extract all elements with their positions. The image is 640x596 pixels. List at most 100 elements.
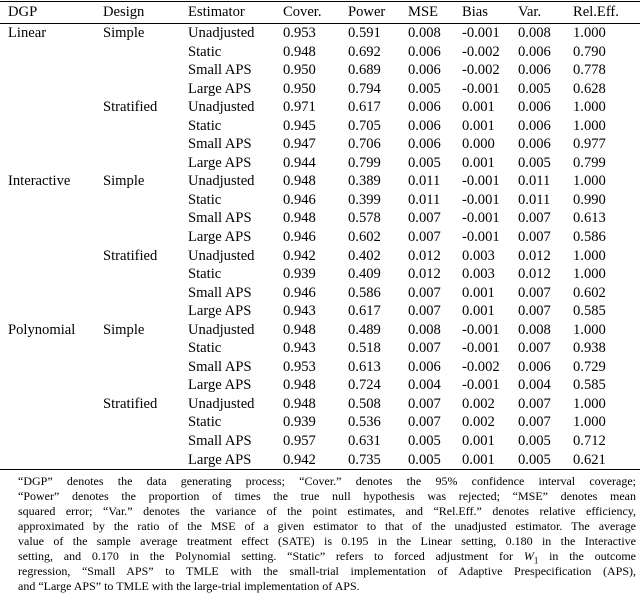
table-row: Large APS 0.942 0.735 0.005 0.001 0.005 0.621 [0, 451, 640, 470]
table-cell: 0.953 [283, 358, 316, 375]
table-cell: 0.942 [283, 451, 316, 468]
table-cell [0, 302, 103, 321]
table-cell: Simple [103, 25, 145, 41]
table-cell: 0.001 [462, 284, 495, 301]
table-cell: 0.007 [408, 414, 441, 431]
table-cell [103, 80, 188, 99]
table-row: Static 0.939 0.536 0.007 0.002 0.007 1.000 [0, 413, 640, 432]
table-cell: 0.692 [348, 43, 381, 60]
table-cell: -0.002 [462, 358, 500, 375]
table-cell: 0.943 [283, 340, 316, 357]
table-cell: 0.005 [518, 154, 551, 171]
table-row: Stratified Unadjusted 0.942 0.402 0.012 0.003… [0, 247, 640, 266]
table-cell: Unadjusted [188, 25, 255, 41]
table-cell: 0.007 [518, 284, 551, 301]
table-cell: 0.578 [348, 210, 381, 227]
table-cell: 0.012 [408, 266, 441, 283]
table-cell: 1.000 [573, 25, 606, 41]
table-cell [103, 61, 188, 80]
table-cell: Polynomial [8, 321, 76, 338]
table-cell: 1.000 [573, 247, 606, 264]
table-cell: 0.005 [408, 451, 441, 468]
table-cell [0, 43, 103, 62]
table-cell: 0.799 [348, 154, 381, 171]
table-cell: 0.012 [518, 247, 551, 264]
table-cell: 0.790 [573, 43, 606, 60]
column-header-var: Var. [518, 1, 573, 24]
table-cell [103, 432, 188, 451]
table-cell: 0.948 [283, 210, 316, 227]
table-cell: Static [188, 340, 222, 357]
table-cell: 0.007 [518, 395, 551, 412]
table-row: Small APS 0.953 0.613 0.006 -0.002 0.006 0.729 [0, 358, 640, 377]
table-cell: 0.942 [283, 247, 316, 264]
table-cell: 0.948 [283, 377, 316, 394]
table-cell: 0.729 [573, 358, 606, 375]
table-row: Small APS 0.950 0.689 0.006 -0.002 0.006 0.778 [0, 61, 640, 80]
table-cell: Small APS [188, 62, 252, 79]
table-cell: 0.006 [518, 136, 551, 153]
table-cell: -0.002 [462, 62, 500, 79]
table-cell: Large APS [188, 154, 252, 171]
table-row: Large APS 0.943 0.617 0.007 0.001 0.007 0.585 [0, 302, 640, 321]
table-cell [103, 358, 188, 377]
table-cell: 0.001 [462, 451, 495, 468]
table-cell: 0.778 [573, 62, 606, 79]
column-header-dgp: DGP [0, 1, 103, 24]
footnote-line-6-text-end: in the outcome [538, 549, 636, 564]
table-cell: 0.939 [283, 266, 316, 283]
table-cell [0, 265, 103, 284]
table-cell [103, 228, 188, 247]
table-cell: 0.953 [283, 25, 316, 41]
table-row: Static 0.945 0.705 0.006 0.001 0.006 1.000 [0, 117, 640, 136]
table-cell: 0.011 [408, 173, 441, 190]
table-cell [103, 451, 188, 470]
table-cell: 0.006 [518, 99, 551, 116]
table-row: Polynomial Simple Unadjusted 0.948 0.489 0.00… [0, 321, 640, 340]
table-cell: -0.001 [462, 377, 500, 394]
table-cell: 0.007 [408, 229, 441, 246]
table-cell: 0.007 [408, 303, 441, 320]
math-w-variable: W [523, 549, 534, 564]
table-cell: 0.007 [408, 210, 441, 227]
simulation-results-table: DGP Design Estimator Cover. Power MSE Bi… [0, 1, 640, 471]
table-cell: Large APS [188, 451, 252, 468]
table-cell: 0.946 [283, 284, 316, 301]
table-cell: 0.002 [462, 414, 495, 431]
table-cell: Unadjusted [188, 99, 255, 116]
table-cell [103, 191, 188, 210]
table-cell [103, 154, 188, 173]
table-cell: 0.585 [573, 377, 606, 394]
table-cell: 0.007 [408, 395, 441, 412]
table-cell: 0.948 [283, 321, 316, 338]
table-cell: 0.409 [348, 266, 381, 283]
results-table-body: Linear Simple Unadjusted 0.953 0.591 0.008 -0.… [0, 24, 640, 470]
table-cell: 0.948 [283, 173, 316, 190]
table-cell [0, 209, 103, 228]
table-cell [0, 358, 103, 377]
table-cell [103, 413, 188, 432]
table-cell: Large APS [188, 303, 252, 320]
table-footnote: “DGP” denotes the data generating proces… [0, 474, 640, 594]
footnote-line-8: and “Large APS” to TMLE with the large-t… [18, 579, 360, 594]
table-cell: 0.508 [348, 395, 381, 412]
table-cell: Large APS [188, 377, 252, 394]
table-row: Static 0.939 0.409 0.012 0.003 0.012 1.000 [0, 265, 640, 284]
table-cell: 0.012 [408, 247, 441, 264]
table-cell: Linear [8, 25, 47, 41]
table-cell: 0.007 [518, 414, 551, 431]
footnote-line-7: regression, “Small APS” to TMLE with the… [18, 564, 636, 579]
table-cell: Static [188, 43, 222, 60]
table-cell: Static [188, 414, 222, 431]
table-cell: Static [188, 191, 222, 208]
table-cell: Large APS [188, 229, 252, 246]
table-cell: 0.402 [348, 247, 381, 264]
table-cell [0, 339, 103, 358]
table-cell: 0.389 [348, 173, 381, 190]
table-cell: 0.602 [348, 229, 381, 246]
table-cell [103, 265, 188, 284]
table-cell: 0.005 [408, 433, 441, 450]
table-cell [0, 284, 103, 303]
table-cell [0, 451, 103, 470]
table-cell: 0.011 [518, 191, 551, 208]
